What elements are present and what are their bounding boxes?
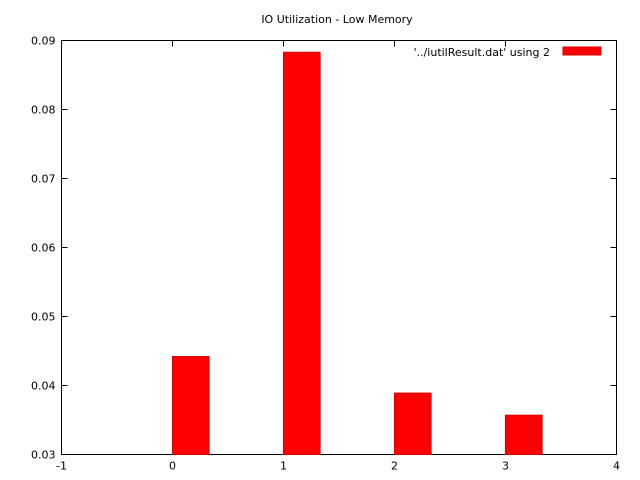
x-tick-label: -1 bbox=[56, 460, 67, 473]
x-tick-label: 0 bbox=[169, 460, 176, 473]
y-axis-ticks: 0.03 0.04 0.05 0.06 0.07 0.08 0.09 bbox=[31, 35, 617, 462]
y-tick-label: 0.07 bbox=[31, 173, 56, 186]
y-tick-label: 0.05 bbox=[31, 311, 56, 324]
y-tick-label: 0.09 bbox=[31, 35, 56, 48]
bar bbox=[283, 51, 321, 455]
y-tick-label: 0.06 bbox=[31, 242, 56, 255]
bar bbox=[394, 392, 432, 455]
legend: '../iutilResult.dat' using 2 bbox=[414, 46, 602, 59]
x-tick-label: 3 bbox=[502, 460, 509, 473]
legend-swatch bbox=[562, 46, 602, 56]
bar bbox=[505, 414, 543, 456]
y-tick-label: 0.08 bbox=[31, 104, 56, 117]
bar-series bbox=[172, 51, 543, 456]
x-tick-label: 2 bbox=[391, 460, 398, 473]
x-tick-label: 1 bbox=[280, 460, 287, 473]
legend-label: '../iutilResult.dat' using 2 bbox=[414, 46, 550, 59]
bar bbox=[172, 356, 210, 455]
chart-title: IO Utilization - Low Memory bbox=[261, 13, 413, 26]
plot-frame bbox=[61, 40, 617, 455]
y-tick-label: 0.04 bbox=[31, 380, 56, 393]
x-tick-label: 4 bbox=[613, 460, 620, 473]
x-axis-ticks: -1 0 1 2 3 4 bbox=[56, 40, 620, 473]
y-tick-label: 0.03 bbox=[31, 449, 56, 462]
